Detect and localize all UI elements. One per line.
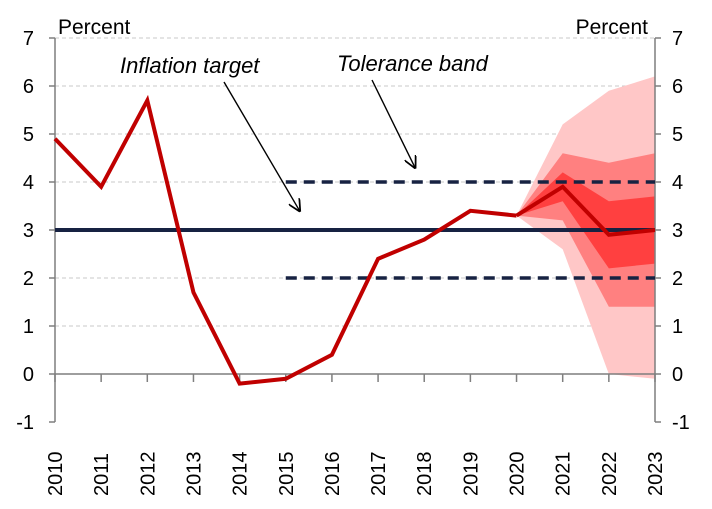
inflation-target-annotation: Inflation target bbox=[120, 53, 260, 78]
tick-labels: -1 -1 0 0 1 1 2 2 3 3 4 4 5 5 6 6 7 7 2010 2011 2012 2013 2014… bbox=[16, 28, 690, 496]
right-y-tick-label: 3 bbox=[672, 220, 683, 242]
right-y-tick-label: -1 bbox=[672, 412, 690, 434]
inflation-target-arrow bbox=[223, 81, 300, 211]
left-y-tick-label: 6 bbox=[23, 76, 34, 98]
right-y-tick-label: 0 bbox=[672, 364, 683, 386]
x-tick-label: 2019 bbox=[460, 451, 482, 496]
right-y-tick-label: 6 bbox=[672, 76, 683, 98]
right-axis-title: Percent bbox=[576, 16, 649, 39]
right-y-tick-label: 7 bbox=[672, 28, 683, 50]
left-y-tick-label: 2 bbox=[23, 268, 34, 290]
x-tick-label: 2023 bbox=[645, 452, 667, 497]
x-tick-label: 2012 bbox=[137, 452, 159, 497]
series-lines bbox=[53, 94, 656, 386]
right-y-tick-label: 5 bbox=[672, 124, 683, 146]
x-tick-label: 2021 bbox=[553, 452, 575, 497]
series-line-inflation bbox=[53, 94, 517, 386]
x-tick-label: 2018 bbox=[414, 452, 436, 497]
left-axis-title: Percent bbox=[58, 16, 131, 39]
x-tick-label: 2020 bbox=[507, 452, 529, 497]
fan-chart-bands bbox=[516, 76, 655, 379]
left-y-tick-label: 3 bbox=[23, 220, 34, 242]
x-tick-label: 2010 bbox=[45, 452, 67, 497]
x-tick-label: 2016 bbox=[322, 452, 344, 497]
annotations: Percent Percent Inflation target Toleran… bbox=[58, 16, 648, 211]
reference-lines bbox=[55, 180, 655, 280]
tolerance-band-arrow bbox=[371, 79, 415, 168]
axes bbox=[49, 37, 661, 423]
x-tick-label: 2017 bbox=[368, 452, 390, 497]
left-y-tick-label: 1 bbox=[23, 316, 34, 338]
fan-band-inner bbox=[516, 172, 655, 269]
x-tick-label: 2011 bbox=[91, 453, 113, 496]
left-y-tick-label: 5 bbox=[23, 124, 34, 146]
left-y-tick-label: -1 bbox=[16, 412, 34, 434]
left-y-tick-label: 7 bbox=[23, 28, 34, 50]
x-tick-label: 2022 bbox=[599, 452, 621, 497]
x-tick-label: 2013 bbox=[183, 452, 205, 497]
left-y-tick-label: 4 bbox=[23, 172, 34, 194]
x-tick-label: 2014 bbox=[230, 452, 252, 497]
x-tick-label: 2015 bbox=[276, 452, 298, 497]
series-line-forecast bbox=[515, 184, 656, 237]
tolerance-band-annotation: Tolerance band bbox=[337, 51, 489, 76]
right-y-tick-label: 1 bbox=[672, 316, 683, 338]
left-y-tick-label: 0 bbox=[23, 364, 34, 386]
right-y-tick-label: 4 bbox=[672, 172, 683, 194]
right-y-tick-label: 2 bbox=[672, 268, 683, 290]
